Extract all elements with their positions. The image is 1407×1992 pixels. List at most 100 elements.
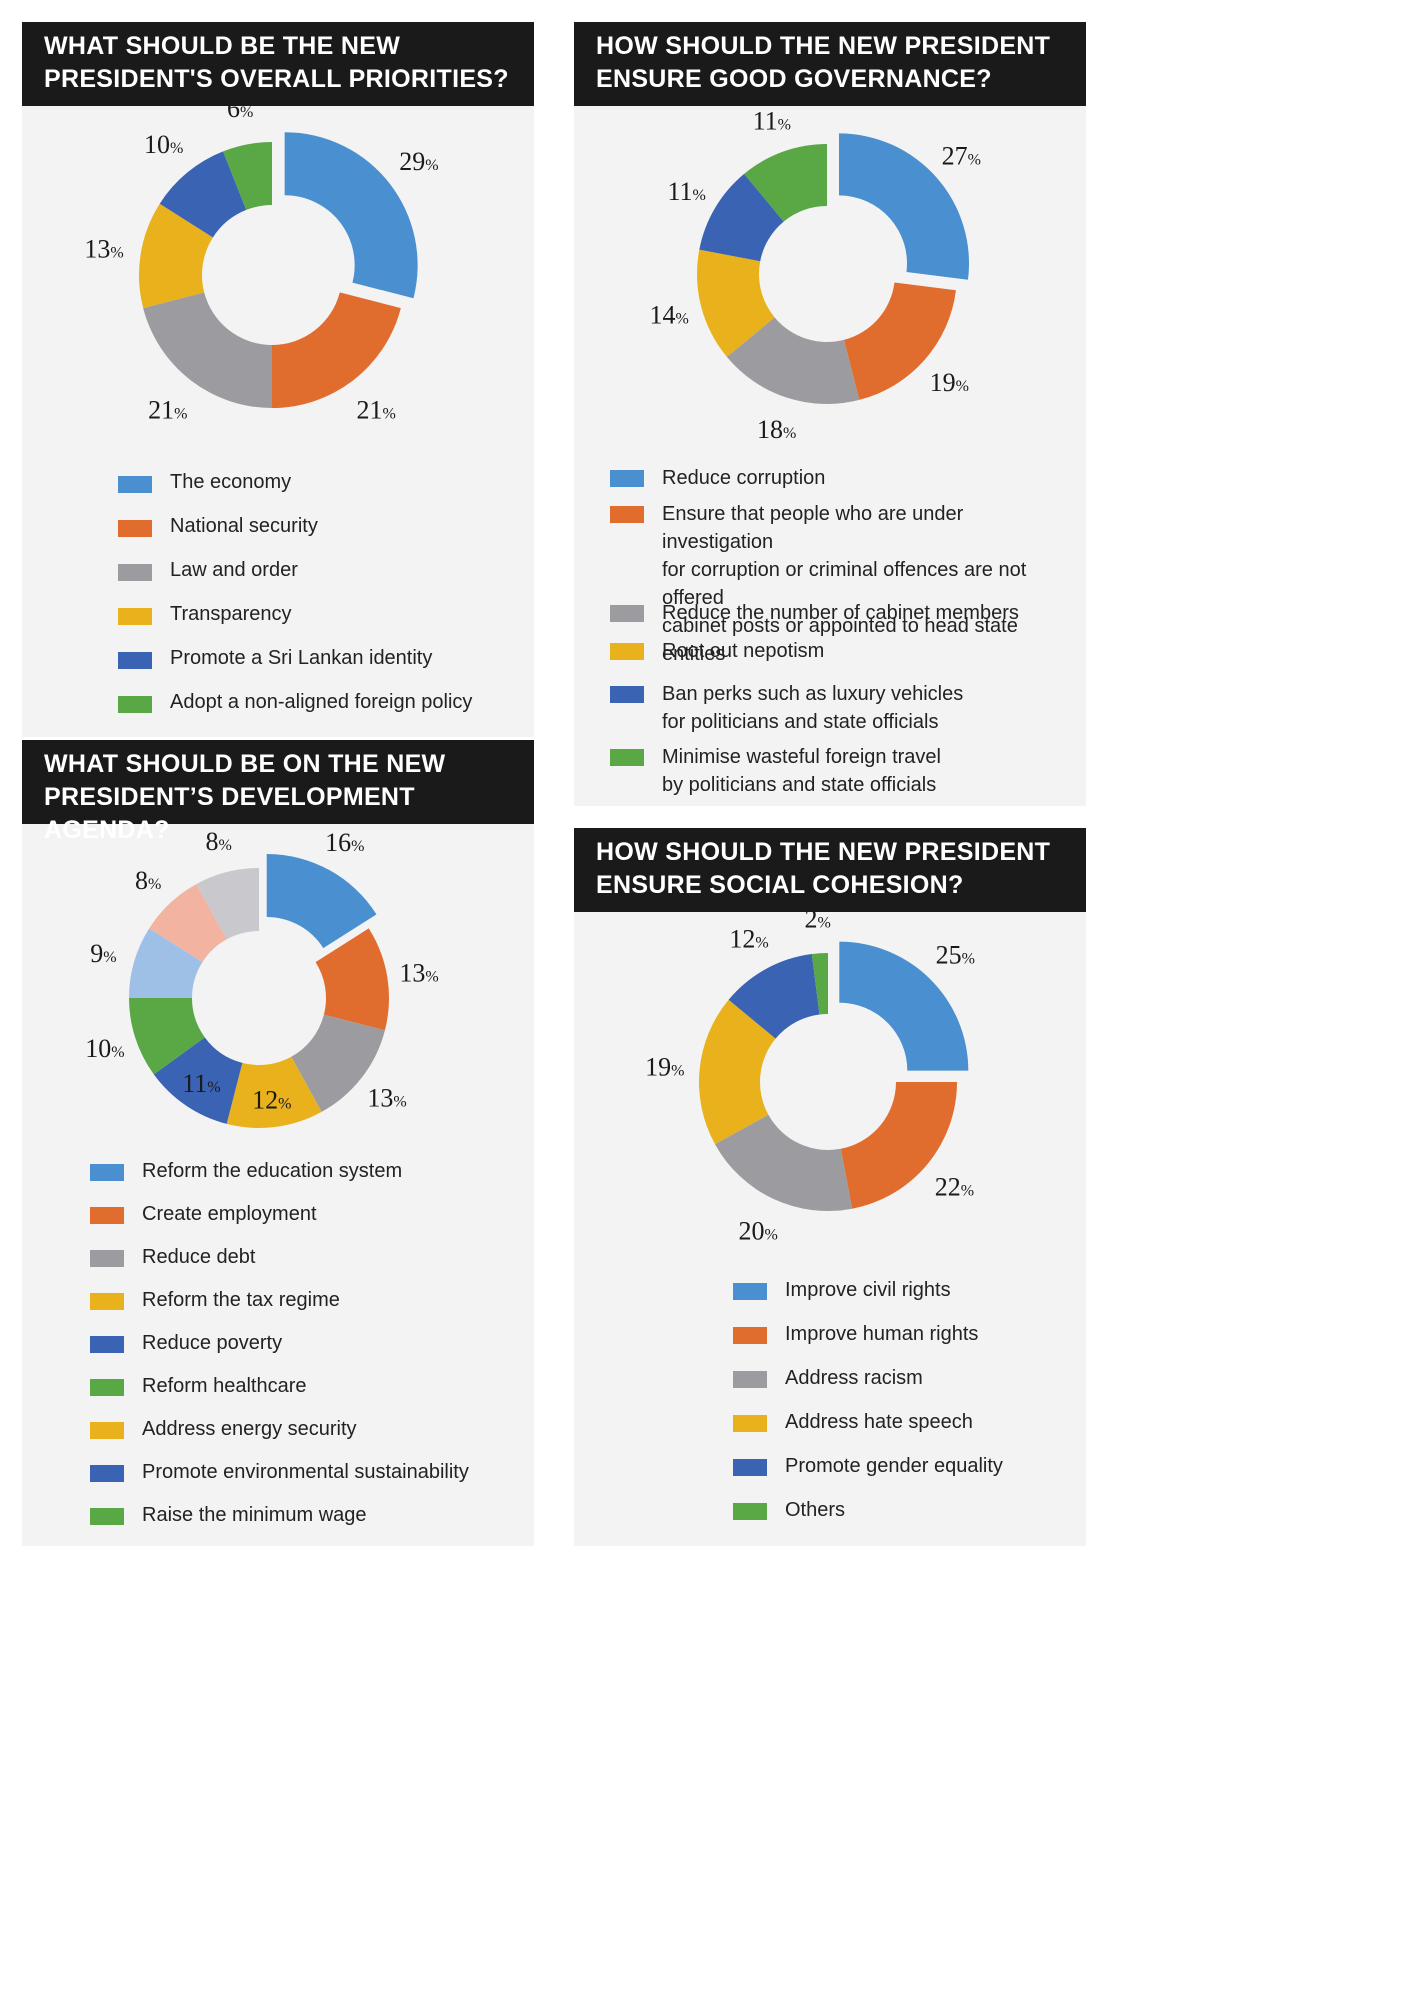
slice-value-label: 20%	[739, 1216, 778, 1245]
legend-item: Ensure that people who are under investi…	[610, 500, 1080, 665]
legend-item: Address racism	[733, 1364, 1073, 1408]
legend-swatch	[733, 1415, 767, 1432]
legend-item: Promote environmental sustainability	[90, 1458, 520, 1501]
legend-label-line: by politicians and state officials	[662, 774, 937, 796]
cohesion-donut-chart: 25% 22% 20% 19% 12% 2%	[645, 904, 975, 1245]
legend-label: Adopt a non-aligned foreign policy	[170, 691, 473, 713]
legend-item: Root out nepotism	[610, 637, 1080, 680]
governance-panel	[574, 22, 1086, 806]
legend-label: Promote a Sri Lankan identity	[170, 647, 433, 669]
donut-slice	[291, 1014, 385, 1112]
legend-item: Adopt a non-aligned foreign policy	[118, 688, 518, 732]
legend-label: Reduce corruption	[662, 467, 826, 489]
donut-slice	[272, 292, 401, 408]
slice-value-label: 10%	[144, 130, 183, 159]
slice-value-label: 11%	[182, 1069, 220, 1098]
legend-label: Address hate speech	[785, 1411, 973, 1433]
legend-swatch	[118, 476, 152, 493]
legend-swatch	[90, 1465, 124, 1482]
legend-label: Create employment	[142, 1203, 317, 1225]
legend-label: Address energy security	[142, 1418, 357, 1440]
legend-item: Reduce poverty	[90, 1329, 520, 1372]
legend-item: Reform the education system	[90, 1157, 520, 1200]
legend-item: Ban perks such as luxury vehicles for po…	[610, 680, 1080, 743]
slice-value-label: 29%	[399, 147, 438, 176]
development-legend: Reform the education system Create emplo…	[90, 1157, 520, 1544]
legend-swatch	[733, 1371, 767, 1388]
legend-label: Promote environmental sustainability	[142, 1461, 469, 1483]
legend-swatch	[610, 506, 644, 523]
legend-item: Law and order	[118, 556, 518, 600]
donut-slice	[839, 941, 969, 1071]
slice-value-label: 2%	[805, 904, 831, 933]
slice-value-label: 11%	[668, 177, 706, 206]
donut-slice	[811, 953, 828, 1015]
legend-swatch	[610, 470, 644, 487]
donut-slice	[697, 249, 775, 357]
legend-label: Reform healthcare	[142, 1375, 307, 1397]
legend-swatch	[90, 1336, 124, 1353]
legend-swatch	[90, 1293, 124, 1310]
legend-label: Promote gender equality	[785, 1455, 1003, 1477]
slice-value-label: 12%	[729, 924, 768, 953]
legend-swatch	[733, 1503, 767, 1520]
legend-label-line: Minimise wasteful foreign travel	[662, 746, 941, 768]
legend-item: Reduce corruption	[610, 464, 1080, 500]
slice-value-label: 8%	[135, 866, 161, 895]
slice-value-label: 14%	[649, 301, 688, 330]
slice-value-label: 25%	[936, 941, 975, 970]
slice-value-label: 8%	[206, 827, 232, 856]
legend-item: Reform healthcare	[90, 1372, 520, 1415]
cohesion-title-line-1: HOW SHOULD THE NEW PRESIDENT	[596, 838, 1051, 866]
cohesion-title: HOW SHOULD THE NEW PRESIDENT ENSURE SOCI…	[574, 828, 1086, 912]
donut-slice	[159, 151, 247, 238]
governance-title: HOW SHOULD THE NEW PRESIDENT ENSURE GOOD…	[574, 22, 1086, 106]
legend-label: The economy	[170, 471, 292, 493]
legend-label-line: for politicians and state officials	[662, 711, 939, 733]
slice-value-label: 13%	[367, 1083, 406, 1112]
legend-label: Address racism	[785, 1367, 923, 1389]
legend-swatch	[90, 1250, 124, 1267]
legend-label: National security	[170, 515, 318, 537]
donut-slice	[153, 1037, 243, 1124]
slice-value-label: 21%	[148, 395, 187, 424]
governance-title-line-1: HOW SHOULD THE NEW PRESIDENT	[596, 32, 1051, 60]
legend-label: Improve civil rights	[785, 1279, 951, 1301]
legend-swatch	[733, 1327, 767, 1344]
legend-label: Law and order	[170, 559, 298, 581]
slice-value-label: 19%	[930, 368, 969, 397]
cohesion-title-line-2: ENSURE SOCIAL COHESION?	[596, 871, 964, 899]
governance-donut-chart: 27% 19% 18% 14% 11% 11%	[649, 107, 980, 444]
legend-label-line: Ensure that people who are under investi…	[662, 503, 964, 553]
legend-item: Improve civil rights	[733, 1276, 1073, 1320]
slice-value-label: 11%	[753, 107, 791, 136]
slice-value-label: 9%	[90, 939, 116, 968]
donut-slice	[266, 853, 377, 949]
slice-value-label: 6%	[227, 94, 253, 123]
priorities-title: WHAT SHOULD BE THE NEW PRESIDENT'S OVERA…	[22, 22, 534, 106]
legend-label: Others	[785, 1499, 846, 1521]
governance-title-line-2: ENSURE GOOD GOVERNANCE?	[596, 65, 992, 93]
priorities-title-line-2: PRESIDENT'S OVERALL PRIORITIES?	[44, 65, 509, 93]
legend-swatch	[610, 686, 644, 703]
donut-slice	[714, 1114, 853, 1211]
legend-item: Reform the tax regime	[90, 1286, 520, 1329]
legend-item: Address energy security	[90, 1415, 520, 1458]
donut-slice	[149, 884, 227, 963]
legend-swatch	[118, 652, 152, 669]
legend-swatch	[90, 1207, 124, 1224]
development-title: WHAT SHOULD BE ON THE NEW PRESIDENT’S DE…	[22, 740, 534, 844]
slice-value-label: 19%	[645, 1053, 684, 1082]
slice-value-label: 10%	[85, 1034, 124, 1063]
legend-label: Raise the minimum wage	[142, 1504, 367, 1526]
legend-item: The economy	[118, 468, 518, 512]
legend-item: National security	[118, 512, 518, 556]
legend-label-line: for corruption or criminal offences are …	[662, 559, 1027, 609]
donut-slice	[728, 954, 820, 1039]
development-donut-chart: 16% 13% 13% 12% 11% 10% 9% 8% 8%	[85, 827, 439, 1128]
legend-swatch	[610, 749, 644, 766]
legend-label: Reduce poverty	[142, 1332, 283, 1354]
slice-value-label: 18%	[757, 415, 796, 444]
donut-slice	[139, 203, 213, 309]
cohesion-legend: Improve civil rights Improve human right…	[733, 1276, 1073, 1540]
